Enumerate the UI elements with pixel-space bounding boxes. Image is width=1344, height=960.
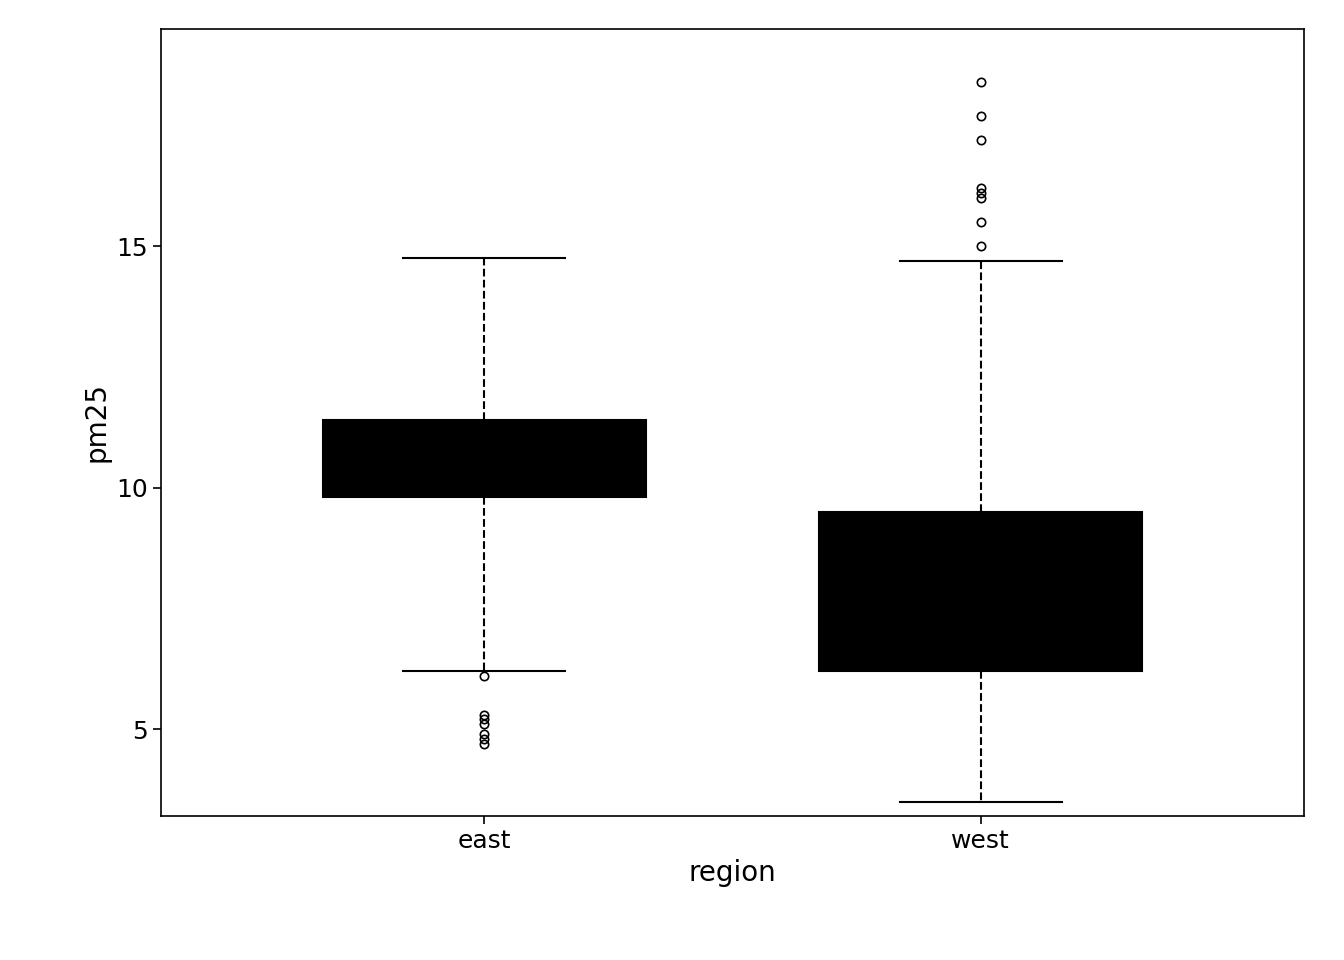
PathPatch shape [820,512,1142,671]
Y-axis label: pm25: pm25 [83,382,110,463]
X-axis label: region: region [688,859,777,887]
PathPatch shape [323,420,645,497]
